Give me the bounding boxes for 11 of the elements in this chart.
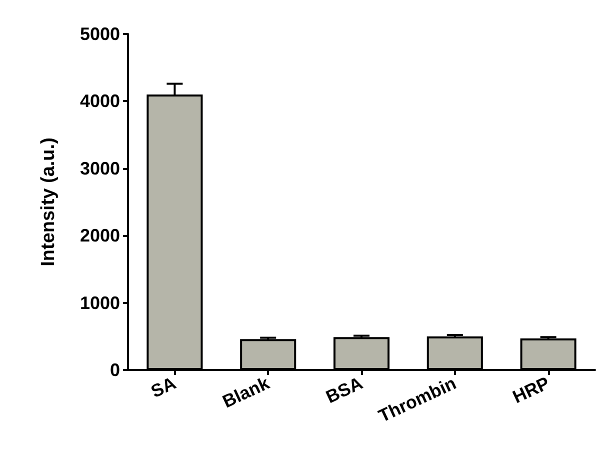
y-tick-label: 5000 (80, 24, 120, 44)
y-tick-label: 1000 (80, 292, 120, 313)
y-tick-label: 0 (110, 360, 120, 380)
x-tick-label: SA (148, 372, 179, 402)
y-axis-title: Intensity (a.u.) (38, 138, 59, 266)
x-tick-label: BSA (322, 372, 366, 408)
y-tick-label: 4000 (80, 91, 120, 112)
x-tick-label: Blank (219, 372, 274, 412)
y-tick-label: 2000 (80, 226, 120, 246)
x-tick-label: HRP (510, 372, 553, 408)
y-tick-label: 3000 (80, 158, 120, 178)
